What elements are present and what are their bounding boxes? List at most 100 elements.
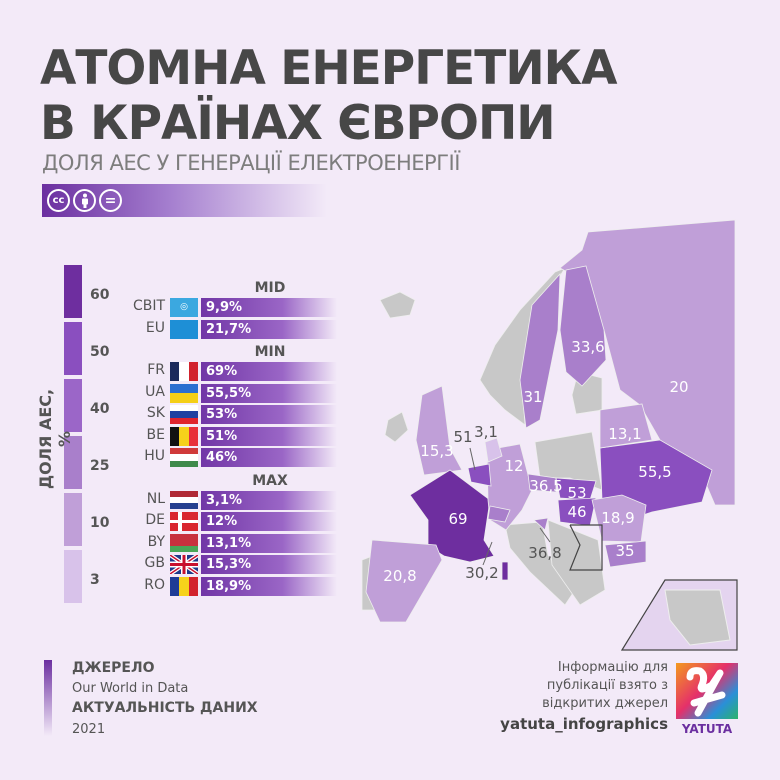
legend-swatch-50 bbox=[64, 322, 82, 375]
legend-tick: 10 bbox=[90, 515, 110, 531]
map-label-gb: 15,3 bbox=[420, 442, 453, 460]
no-derivatives-icon: = bbox=[99, 189, 122, 212]
country-balkans bbox=[547, 519, 606, 606]
flag-gb-icon bbox=[170, 555, 198, 574]
map-label-es: 20,8 bbox=[383, 567, 416, 585]
country-bg bbox=[604, 540, 647, 568]
title-line-1: АТОМНА ЕНЕРГЕТИКА bbox=[40, 41, 617, 96]
flag-ro-icon bbox=[170, 576, 198, 596]
country-es bbox=[365, 539, 443, 623]
legend-swatch-10 bbox=[64, 493, 82, 546]
country-code: BE bbox=[146, 426, 165, 443]
license-bar: cc = bbox=[42, 184, 327, 217]
inset-balkans bbox=[664, 589, 731, 646]
country-nl bbox=[484, 437, 503, 463]
value-bar: 15,3% bbox=[201, 555, 337, 574]
country-code: DE bbox=[145, 512, 165, 528]
map-label-de: 12 bbox=[504, 457, 523, 475]
logo-text: YATUTA bbox=[681, 722, 733, 736]
note-line-2: публікації взято з bbox=[546, 678, 668, 693]
country-ru bbox=[559, 219, 736, 506]
cc-icon: cc bbox=[47, 189, 70, 212]
legend-tick: 60 bbox=[90, 287, 110, 303]
value-bar: 46% bbox=[201, 448, 337, 467]
country-be bbox=[467, 463, 492, 487]
map-label-hu: 46 bbox=[567, 503, 586, 521]
country-hu bbox=[557, 497, 597, 527]
country-row-by: BY 13,1% bbox=[100, 533, 340, 553]
flag-fr-icon bbox=[170, 362, 198, 381]
value-bar: 12% bbox=[201, 512, 337, 531]
author-handle: yatuta_infographics bbox=[500, 715, 668, 733]
country-code: SK bbox=[146, 405, 165, 421]
value-bar: 21,7% bbox=[201, 319, 337, 339]
map-label-fr: 69 bbox=[448, 510, 467, 528]
flag-ua-icon bbox=[170, 383, 198, 403]
source-label: ДЖЕРЕЛО bbox=[72, 660, 155, 676]
country-row-fr: FR 69% bbox=[100, 362, 340, 381]
country-row-ro: RO 18,9% bbox=[100, 576, 340, 596]
country-row-eu: EU 21,7% bbox=[100, 319, 340, 339]
source-value: Our World in Data bbox=[72, 681, 189, 696]
flag-eu-icon bbox=[170, 319, 198, 339]
group-label-mid: MID bbox=[254, 280, 286, 296]
flag-by-icon bbox=[170, 533, 198, 553]
country-row-sk: SK 53% bbox=[100, 405, 340, 424]
country-si bbox=[533, 517, 549, 531]
value-bar: 53% bbox=[201, 405, 337, 424]
map-label-ch: 30,2 bbox=[465, 564, 498, 582]
map-label-se: 31 bbox=[523, 388, 542, 406]
country-row-nl: NL 3,1% bbox=[100, 490, 340, 510]
legend-swatch-25 bbox=[64, 436, 82, 489]
legend-swatch-60 bbox=[64, 265, 82, 318]
country-corsica bbox=[501, 561, 509, 581]
value-bar: 13,1% bbox=[201, 533, 337, 553]
leader-line-si bbox=[539, 527, 551, 543]
map-label-sk: 53 bbox=[567, 484, 586, 502]
country-iceland bbox=[379, 291, 416, 319]
country-gb bbox=[415, 385, 463, 476]
legend-tick: 40 bbox=[90, 401, 110, 417]
country-fi bbox=[559, 265, 607, 387]
legend-swatch-3 bbox=[64, 550, 82, 603]
leader-line-be bbox=[469, 447, 476, 471]
country-se bbox=[519, 272, 561, 429]
country-code: HU bbox=[144, 448, 165, 464]
map-label-nl: 3,1 bbox=[474, 423, 498, 441]
country-code: FR bbox=[147, 362, 165, 378]
flag-hu-icon bbox=[170, 448, 198, 467]
value-bar: 3,1% bbox=[201, 490, 337, 510]
yatuta-logo bbox=[676, 663, 738, 719]
country-row-gb: GB 15,3% bbox=[100, 555, 340, 574]
group-label-min: MIN bbox=[254, 344, 286, 360]
map-label-ru: 20 bbox=[669, 378, 688, 396]
value-bar: 55,5% bbox=[201, 383, 337, 403]
flag-un-icon: ◎ bbox=[170, 298, 198, 317]
map-label-cz: 36,5 bbox=[529, 477, 562, 495]
country-cz bbox=[527, 473, 557, 493]
map-label-bg: 35 bbox=[615, 542, 634, 560]
map-label-ua: 55,5 bbox=[638, 463, 671, 481]
value-bar: 69% bbox=[201, 362, 337, 381]
country-code: RO bbox=[144, 576, 165, 593]
date-label: АКТУАЛЬНІСТЬ ДАНИХ bbox=[72, 700, 258, 716]
country-code: GB bbox=[144, 555, 165, 571]
legend-tick: 50 bbox=[90, 344, 110, 360]
legend-tick: 3 bbox=[90, 572, 100, 588]
map-label-si: 36,8 bbox=[528, 544, 561, 562]
title-line-2: В КРАЇНАХ ЄВРОПИ bbox=[40, 96, 556, 151]
flag-be-icon bbox=[170, 426, 198, 446]
country-row-dk: DE 12% bbox=[100, 512, 340, 531]
inset-source-box bbox=[569, 524, 603, 571]
country-code: BY bbox=[147, 533, 165, 550]
value-bar: 18,9% bbox=[201, 576, 337, 596]
source-accent-bar bbox=[44, 660, 52, 736]
value-bar: 51% bbox=[201, 426, 337, 446]
country-by bbox=[599, 403, 653, 449]
country-ireland bbox=[384, 411, 409, 443]
leader-line-ch bbox=[482, 541, 493, 566]
country-fr bbox=[409, 469, 495, 563]
country-code: СВІТ bbox=[132, 298, 165, 314]
country-code: EU bbox=[145, 319, 165, 336]
country-row-un: СВІТ ◎ 9,9% bbox=[100, 298, 340, 317]
